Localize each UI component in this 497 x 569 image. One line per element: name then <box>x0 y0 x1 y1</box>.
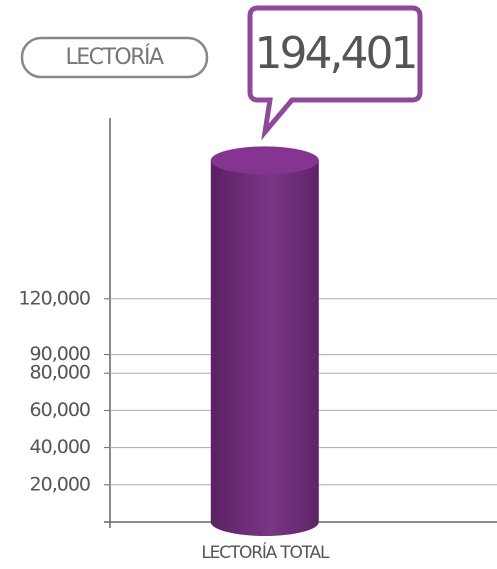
y-tick-label: 120,000 <box>18 287 90 309</box>
x-tick-label: LECTORÍA TOTAL <box>201 541 330 563</box>
bar-body <box>210 160 319 537</box>
bar-top <box>210 146 319 175</box>
y-tick-label: 60,000 <box>30 399 90 421</box>
bar <box>210 146 319 537</box>
title-pill <box>20 36 209 79</box>
y-tick-label: 40,000 <box>30 436 90 458</box>
y-tick-label: 90,000 <box>30 343 90 365</box>
value-label: 194,401 <box>255 28 416 79</box>
y-tick-label: 80,000 <box>30 362 90 384</box>
chart-title: LECTORÍA <box>65 44 164 70</box>
value-callout <box>247 5 423 141</box>
y-tick-label: 20,000 <box>30 473 90 495</box>
